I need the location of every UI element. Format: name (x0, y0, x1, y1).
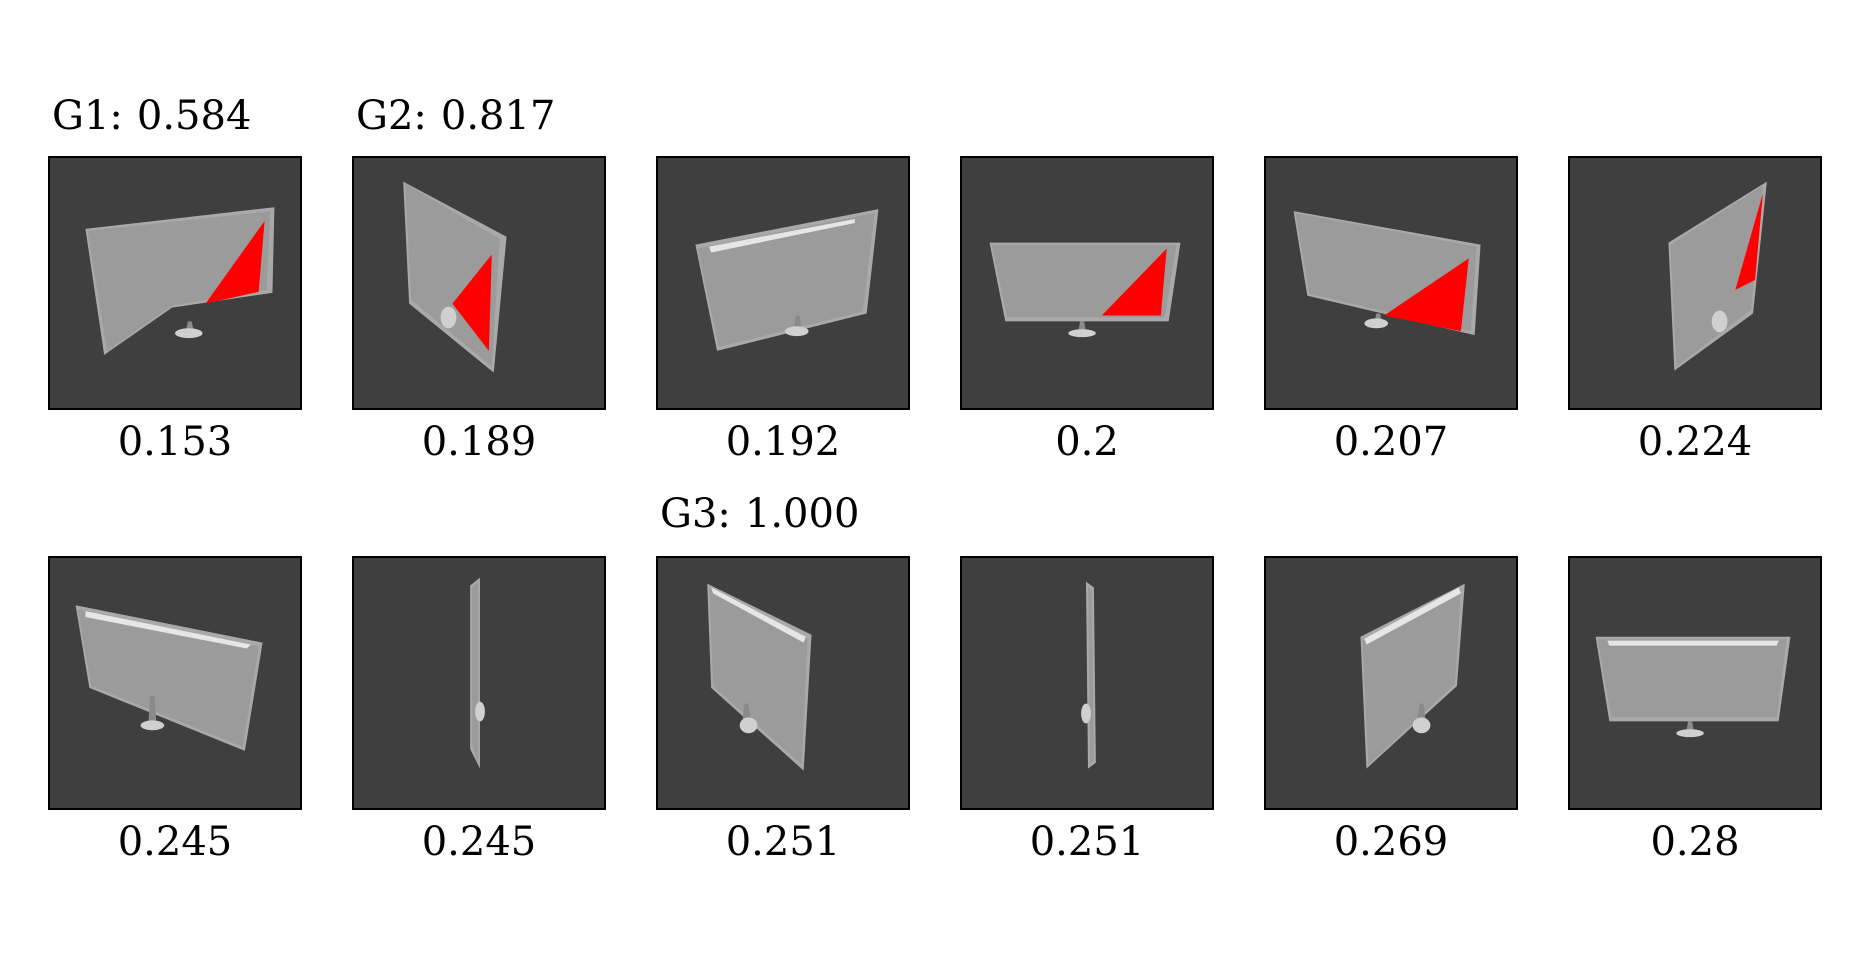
score-label: 0.2 (1055, 419, 1119, 465)
score-label: 0.245 (421, 819, 537, 865)
score-label: 0.224 (1637, 419, 1753, 465)
monitor-render-image (707, 583, 812, 771)
render-tile-r2c4 (960, 556, 1214, 810)
render-tile-r1c5 (1264, 156, 1518, 410)
score-label: 0.153 (117, 419, 233, 465)
group-label-value: 0.584 (136, 93, 252, 139)
score-label: 0.251 (725, 819, 841, 865)
monitor-render-image (1668, 181, 1767, 371)
group-label-value: 1.000 (744, 491, 860, 537)
render-tile-r2c3 (656, 556, 910, 810)
monitor-render-image (1360, 583, 1465, 769)
score-label: 0.189 (421, 419, 537, 465)
monitor-render-image (403, 181, 507, 373)
score-label: 0.207 (1333, 419, 1449, 465)
score-label: 0.192 (725, 419, 841, 465)
monitor-render-image (470, 577, 485, 769)
render-tile-r1c6 (1568, 156, 1822, 410)
group-label-value: 0.817 (440, 93, 556, 139)
monitor-render-image (85, 207, 275, 355)
group-label-name: G2: (356, 93, 427, 139)
render-tile-r2c6 (1568, 556, 1822, 810)
score-label: 0.28 (1650, 819, 1740, 865)
monitor-render-image (1293, 211, 1481, 336)
monitor-render-image (1595, 636, 1791, 738)
group-label-g3: G3: 1.000 (660, 492, 859, 536)
score-label: 0.251 (1029, 819, 1145, 865)
score-label: 0.269 (1333, 819, 1449, 865)
render-tile-r1c2 (352, 156, 606, 410)
group-label-g1: G1: 0.584 (52, 94, 251, 138)
score-label: 0.245 (117, 819, 233, 865)
group-label-name: G1: (52, 93, 123, 139)
monitor-render-image (1081, 581, 1096, 769)
monitor-render-image (695, 209, 879, 351)
render-tile-r2c5 (1264, 556, 1518, 810)
render-tile-r2c2 (352, 556, 606, 810)
render-tile-r1c3 (656, 156, 910, 410)
monitor-render-image (75, 605, 263, 751)
render-tile-r1c1 (48, 156, 302, 410)
render-tile-r2c1 (48, 556, 302, 810)
group-label-name: G3: (660, 491, 731, 537)
monitor-render-image (989, 242, 1181, 338)
render-tile-r1c4 (960, 156, 1214, 410)
group-label-g2: G2: 0.817 (356, 94, 555, 138)
